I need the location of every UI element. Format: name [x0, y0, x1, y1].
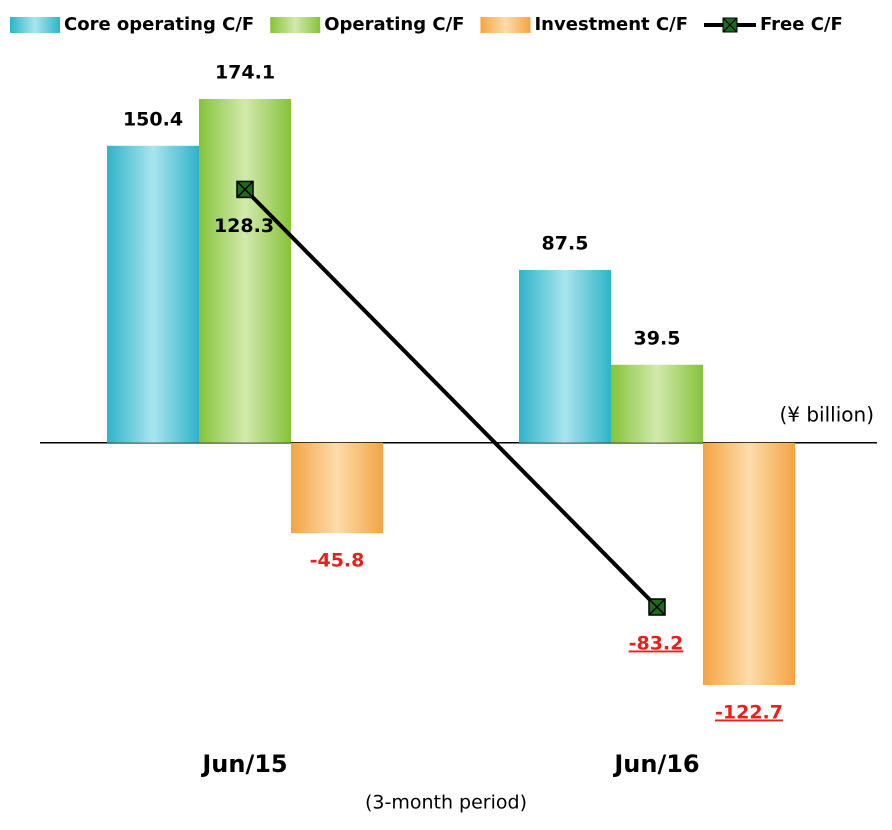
- value-label: 39.5: [634, 327, 681, 349]
- bar: [199, 99, 291, 443]
- line-series: [243, 188, 659, 609]
- bar: [107, 145, 199, 443]
- bar: [703, 442, 795, 685]
- x-tick-label: Jun/16: [612, 750, 699, 778]
- legend-label: Operating C/F: [324, 14, 464, 35]
- value-label: -45.8: [310, 550, 365, 572]
- value-label: 174.1: [215, 62, 275, 84]
- value-label: -83.2: [629, 633, 684, 655]
- legend-label: Free C/F: [760, 14, 843, 35]
- legend-label: Core operating C/F: [64, 14, 254, 35]
- value-label: 128.3: [214, 215, 274, 237]
- bar: [519, 269, 611, 443]
- marker-cross: [648, 598, 666, 616]
- value-label: -122.7: [715, 702, 783, 724]
- legend-swatch: [270, 17, 321, 33]
- legend-marker-cross: [722, 17, 738, 33]
- legend-swatch: [480, 17, 531, 33]
- legend-label: Investment C/F: [534, 14, 688, 35]
- x-axis-label: (3-month period): [365, 792, 527, 814]
- x-tick-label: Jun/15: [200, 750, 287, 778]
- value-label: 87.5: [542, 232, 589, 254]
- bar: [611, 364, 703, 443]
- marker-cross: [236, 180, 254, 198]
- unit-label: (¥ billion): [779, 403, 874, 427]
- value-label: 150.4: [123, 108, 183, 130]
- legend-swatch: [10, 17, 60, 33]
- bar: [291, 442, 383, 534]
